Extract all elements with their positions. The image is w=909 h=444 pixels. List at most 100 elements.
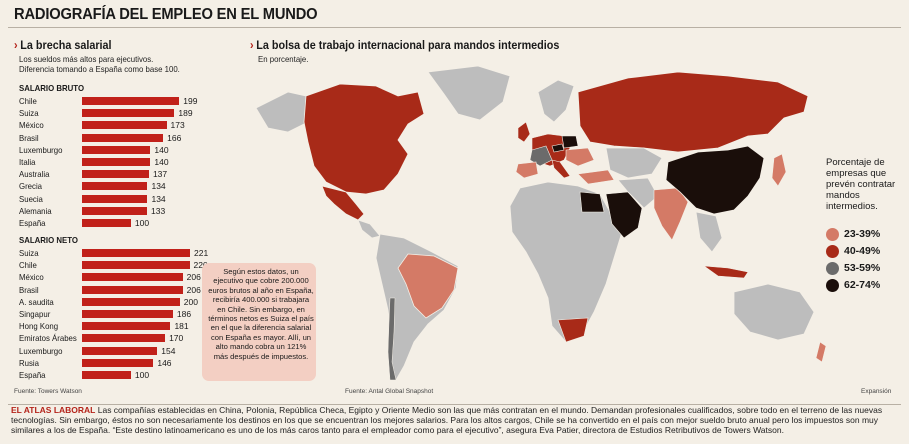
brazil-shape	[397, 253, 459, 319]
bar-category-label: México	[19, 272, 44, 283]
heading-marker: ›	[14, 38, 18, 52]
bar-value-label: 221	[194, 248, 209, 258]
australia-shape	[733, 283, 815, 341]
bar-value-label: 220	[193, 260, 208, 271]
bar-value-label: 100	[134, 370, 150, 380]
bar	[82, 358, 154, 367]
salary-gap-heading: › La brecha salarial	[14, 38, 112, 52]
bar-category-label: Suiza	[19, 248, 39, 258]
bar-value-label: 146	[157, 357, 172, 368]
bar	[82, 273, 183, 282]
legend-dot-53-59	[826, 262, 839, 275]
bar-value-label: 200	[183, 296, 198, 307]
gross-salary-title: SALARIO BRUTO	[19, 83, 85, 93]
salary-gap-heading-text: La brecha salarial	[20, 38, 112, 52]
bar-row: Chile 220	[19, 260, 209, 271]
bar	[82, 249, 190, 257]
bar-row: Suiza 189	[19, 108, 209, 119]
bottom-divider	[8, 404, 901, 405]
chile-shape	[387, 297, 397, 381]
legend-label-40-49: 40-49%	[844, 245, 881, 257]
bar	[82, 219, 131, 227]
southeast-asia-shape	[695, 211, 723, 253]
bar-category-label: Rusia	[19, 357, 39, 368]
bar-value-label: 173	[170, 120, 185, 131]
alaska-shape	[255, 91, 309, 133]
bar-category-label: A. saudita	[19, 296, 54, 307]
bar	[82, 182, 148, 191]
bar-category-label: Emiratos Árabes	[19, 333, 77, 344]
japan-shape	[771, 153, 787, 187]
eastern-europe-shape	[565, 147, 595, 167]
bar-row: México 206	[19, 272, 209, 283]
title-divider	[8, 27, 901, 28]
bar	[82, 346, 158, 355]
bar	[82, 194, 148, 203]
bar-row: Hong Kong 181	[19, 321, 209, 332]
atlas-label: EL ATLAS LABORAL	[11, 405, 96, 415]
czech-republic-shape	[551, 143, 565, 153]
bar	[82, 297, 180, 306]
bar-category-label: Luxemburgo	[19, 345, 63, 356]
salary-gap-subtitle-1: Los sueldos más altos para ejecutivos.	[19, 54, 154, 64]
uk-shape	[517, 121, 531, 143]
bar-value-label: 166	[167, 132, 182, 143]
bar	[82, 121, 167, 130]
job-market-heading-text: La bolsa de trabajo internacional para m…	[256, 38, 560, 52]
bar-value-label: 199	[183, 96, 198, 106]
russia-shape	[577, 71, 809, 153]
bar-value-label: 189	[178, 108, 193, 119]
bar-value-label: 206	[186, 272, 201, 283]
bar	[82, 109, 175, 118]
bar	[82, 97, 180, 105]
bar-value-label: 134	[151, 181, 166, 192]
bar-value-label: 140	[154, 157, 169, 167]
bar	[82, 133, 164, 142]
bar-category-label: Chile	[19, 96, 37, 106]
bar	[82, 322, 171, 331]
bar-category-label: Brasil	[19, 284, 39, 295]
bar	[82, 285, 183, 294]
bar-value-label: 186	[176, 309, 192, 319]
bar-value-label: 170	[169, 333, 184, 344]
new-zealand-shape	[815, 341, 827, 363]
page-title: RADIOGRAFÍA DEL EMPLEO EN EL MUNDO	[14, 6, 318, 23]
bar-category-label: España	[19, 370, 46, 380]
indonesia-shape	[702, 265, 749, 279]
bar-category-label: Australia	[19, 169, 50, 180]
bar-row: Italia 140	[19, 157, 209, 168]
bar-row: Rusia 146	[19, 358, 209, 369]
bar-row: España 100	[19, 370, 209, 381]
bar-row: Suecia 134	[19, 194, 209, 205]
bar-row: Singapur 186	[19, 309, 209, 320]
legend-title: Porcentaje de empresas que prevén contra…	[826, 157, 896, 212]
bar-category-label: Suiza	[19, 108, 39, 119]
credit: Expansión	[861, 388, 892, 395]
legend-label-62-74: 62-74%	[844, 279, 881, 291]
legend-label-23-39: 23-39%	[844, 228, 881, 240]
bar-row: Grecia 134	[19, 181, 209, 192]
egypt-shape	[579, 191, 605, 213]
bar-row: Emiratos Árabes 170	[19, 333, 209, 344]
greenland-shape	[427, 65, 511, 121]
bar-value-label: 134	[151, 193, 166, 204]
bar-row: Suiza 221	[19, 248, 209, 259]
job-market-subtitle: En porcentaje.	[258, 54, 309, 64]
salary-source: Fuente: Towers Watson	[14, 388, 82, 395]
heading-marker: ›	[250, 38, 254, 52]
bar-row: Brasil 166	[19, 133, 209, 144]
bar-category-label: Suecia	[19, 193, 43, 204]
atlas-text: Las compañías establecidas en China, Pol…	[11, 405, 883, 435]
iberia-shape	[515, 161, 539, 179]
gross-salary-chart: Chile 199 Suiza 189 México 173 Brasil 166 Luxemb…	[19, 96, 209, 231]
bar-row: Australia 137	[19, 169, 209, 180]
map-source: Fuente: Antal Global Snapshot	[345, 388, 434, 395]
bar-row: A. saudita 200	[19, 297, 209, 308]
bar-category-label: México	[19, 120, 44, 131]
bar-category-label: Grecia	[19, 181, 43, 192]
bar-row: España 100	[19, 218, 209, 229]
bar-category-label: Luxemburgo	[19, 144, 63, 155]
bar-value-label: 154	[161, 345, 176, 356]
bar-row: Brasil 206	[19, 285, 209, 296]
china-shape	[665, 145, 765, 215]
